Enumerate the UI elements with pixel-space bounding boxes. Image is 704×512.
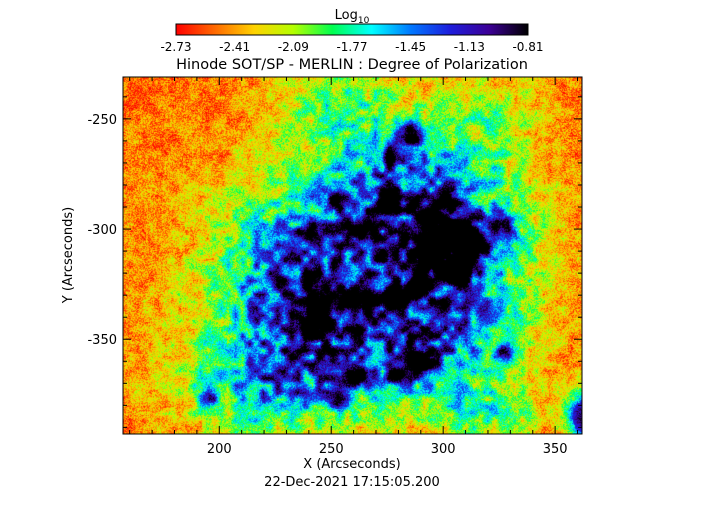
timestamp: 22-Dec-2021 17:15:05.200: [264, 475, 440, 490]
x-axis-label: X (Arcseconds): [303, 457, 400, 472]
x-tick-label: 350: [543, 442, 568, 457]
colorbar-tick-label: -1.45: [395, 40, 426, 54]
colorbar-ticks: -2.73 -2.41 -2.09 -1.77 -1.45 -1.13 -0.81: [160, 40, 543, 54]
colorbar-tick-label: -2.41: [219, 40, 250, 54]
y-tick-label: -300: [87, 223, 117, 238]
colorbar-label: Log10: [335, 8, 370, 26]
x-tick-label: 250: [319, 442, 344, 457]
y-tick-label: -350: [87, 333, 117, 348]
colorbar: [175, 23, 529, 36]
colorbar-tick-label: -2.73: [160, 40, 191, 54]
x-tick-label: 200: [207, 442, 232, 457]
heatmap-image: [123, 77, 582, 434]
colorbar-tick-label: -0.81: [512, 40, 543, 54]
axes: 200 250 300 350 -250 -300 -350: [87, 77, 582, 457]
x-tick-label: 300: [431, 442, 456, 457]
y-axis-label: Y (Arcseconds): [61, 207, 76, 304]
colorbar-tick-label: -2.09: [278, 40, 309, 54]
plot-frame: [122, 76, 583, 435]
y-tick-label: -250: [87, 113, 117, 128]
chart-title: Hinode SOT/SP - MERLIN : Degree of Polar…: [176, 57, 528, 73]
colorbar-tick-label: -1.13: [454, 40, 485, 54]
colorbar-tick-label: -1.77: [336, 40, 367, 54]
